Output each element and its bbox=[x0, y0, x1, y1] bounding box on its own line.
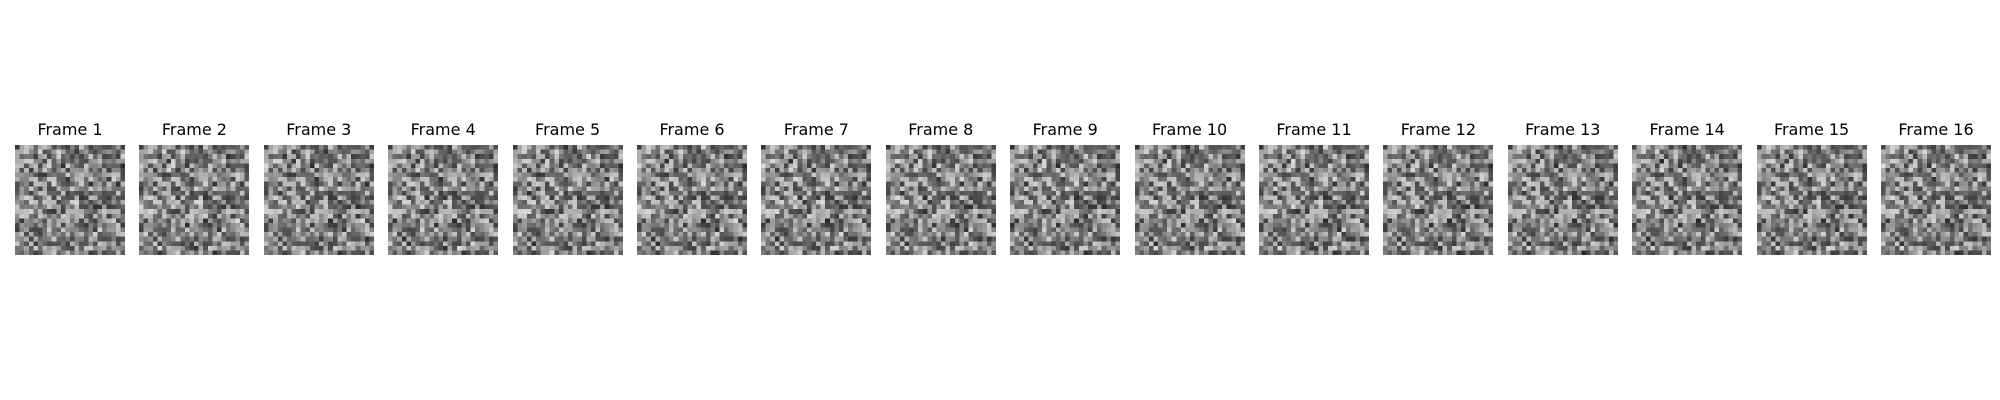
frame-title: Frame 3 bbox=[286, 120, 352, 139]
frame-title: Frame 10 bbox=[1151, 120, 1228, 139]
frame-title: Frame 13 bbox=[1525, 120, 1601, 139]
frame-image bbox=[1383, 145, 1494, 255]
frame-title: Frame 16 bbox=[1898, 120, 1974, 139]
frame-image bbox=[1134, 145, 1245, 255]
frame-title: Frame 11 bbox=[1276, 120, 1352, 139]
frame-title: Frame 7 bbox=[783, 120, 849, 139]
frame-image bbox=[1259, 145, 1369, 255]
frame-image bbox=[512, 145, 623, 255]
frame-image bbox=[263, 145, 374, 255]
frame-image bbox=[1507, 145, 1618, 255]
frame-image bbox=[1010, 145, 1121, 255]
frame-image bbox=[139, 145, 250, 255]
frame-image bbox=[1881, 145, 1991, 255]
frame-title: Frame 2 bbox=[161, 120, 227, 139]
frame-image bbox=[637, 145, 747, 255]
frame-image bbox=[388, 145, 499, 255]
frame-image bbox=[1756, 145, 1867, 255]
frame-image bbox=[15, 145, 125, 255]
frame-title: Frame 5 bbox=[535, 120, 601, 139]
frame-title: Frame 6 bbox=[659, 120, 725, 139]
frame-title: Frame 4 bbox=[410, 120, 476, 139]
frame-image bbox=[761, 145, 872, 255]
frame-title: Frame 12 bbox=[1400, 120, 1477, 139]
frame-title: Frame 14 bbox=[1649, 120, 1725, 139]
frame-title: Frame 9 bbox=[1032, 120, 1098, 139]
frame-title: Frame 1 bbox=[37, 120, 103, 139]
frame-title: Frame 15 bbox=[1773, 120, 1850, 139]
frame-image bbox=[885, 145, 996, 255]
frame-image bbox=[1632, 145, 1743, 255]
frame-title: Frame 8 bbox=[908, 120, 974, 139]
